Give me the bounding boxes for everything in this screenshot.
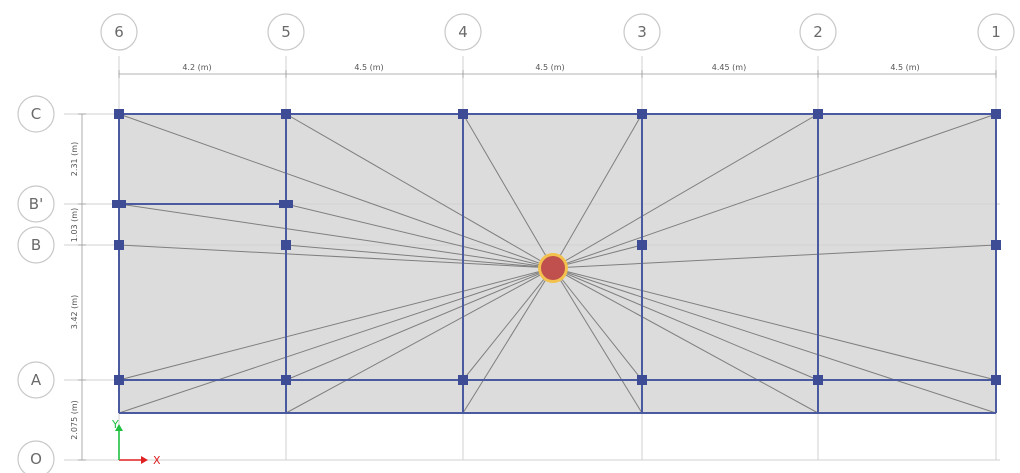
grid-label-c: C	[31, 105, 41, 123]
grid-label-4: 4	[458, 23, 468, 41]
y-arrowhead-icon	[115, 424, 123, 431]
column	[114, 109, 124, 119]
column	[458, 375, 468, 385]
column	[991, 109, 1001, 119]
column	[813, 375, 823, 385]
grid-bubbles-top: 6 5 4 3 2 1	[100, 13, 1015, 51]
column	[637, 375, 647, 385]
column	[114, 375, 124, 385]
column	[281, 109, 291, 119]
dim-label-6-5: 4.2 (m)	[182, 63, 211, 72]
grid-label-3: 3	[637, 23, 647, 41]
grid-label-2: 2	[813, 23, 823, 41]
left-dimension-line	[78, 113, 86, 461]
grid-label-1: 1	[991, 23, 1001, 41]
column	[813, 109, 823, 119]
grid-label-a: A	[31, 371, 42, 389]
column	[637, 109, 647, 119]
dim-label-4-3: 4.5 (m)	[535, 63, 564, 72]
dim-label-bprime-b: 1.03 (m)	[70, 208, 79, 242]
columns	[112, 109, 1001, 385]
center-node	[541, 256, 565, 280]
dim-label-3-2: 4.45 (m)	[712, 63, 746, 72]
column	[281, 375, 291, 385]
dim-label-c-bprime: 2.31 (m)	[70, 142, 79, 176]
grid-bubbles-left: C B' B A O	[17, 95, 55, 473]
grid-label-5: 5	[281, 23, 291, 41]
grid-label-b: B	[31, 236, 41, 254]
column	[991, 375, 1001, 385]
grid-label-bprime: B'	[29, 195, 43, 213]
radial-members	[118, 113, 997, 414]
column	[991, 240, 1001, 250]
column	[637, 240, 647, 250]
dim-label-a-o: 2.075 (m)	[70, 400, 79, 439]
dim-label-5-4: 4.5 (m)	[354, 63, 383, 72]
grid-label-6: 6	[114, 23, 124, 41]
axis-indicator: X Y	[111, 418, 161, 467]
x-axis-label: X	[153, 454, 161, 467]
y-axis-label: Y	[111, 418, 119, 431]
dim-label-b-a: 3.42 (m)	[70, 295, 79, 329]
x-arrowhead-icon	[141, 456, 148, 464]
beams	[118, 113, 997, 414]
column	[114, 240, 124, 250]
column	[458, 109, 468, 119]
grid-label-o: O	[30, 450, 42, 468]
column	[281, 240, 291, 250]
column	[112, 200, 126, 208]
column	[279, 200, 293, 208]
top-dimension-line	[118, 70, 997, 78]
dim-label-2-1: 4.5 (m)	[890, 63, 919, 72]
